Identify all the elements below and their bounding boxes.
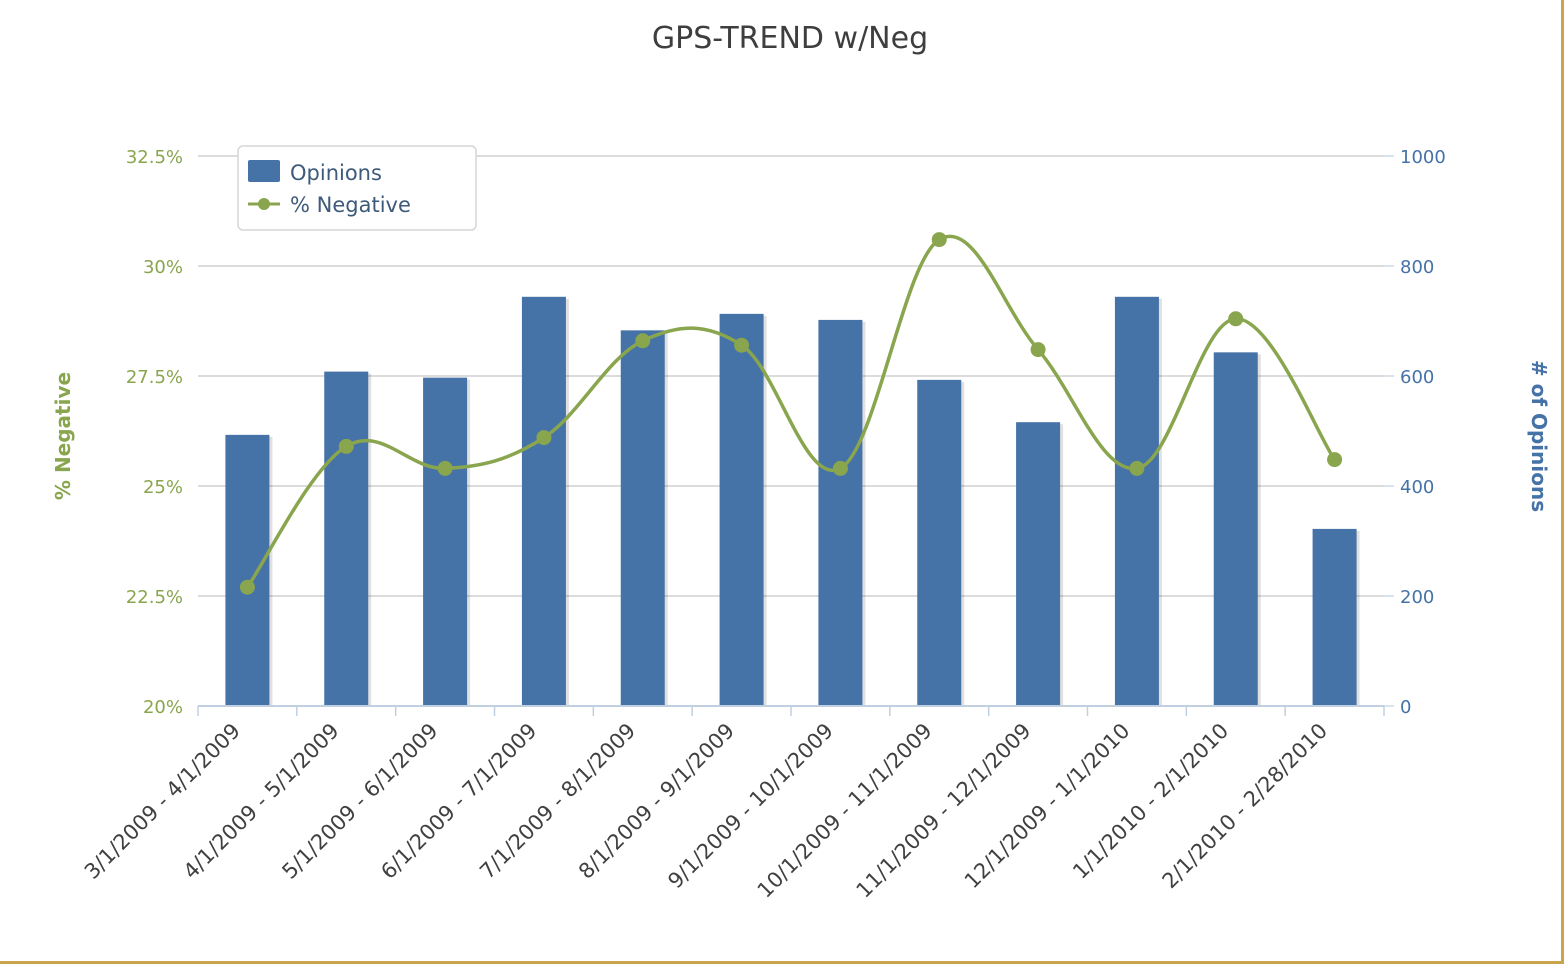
line-point xyxy=(239,579,255,595)
bar xyxy=(620,330,665,706)
y-left-tick-label: 22.5% xyxy=(126,587,183,608)
x-tick-label: 11/1/2009 - 12/1/2009 xyxy=(852,719,1036,903)
y-left-tick-label: 20% xyxy=(143,697,183,718)
bar xyxy=(423,377,468,706)
bar xyxy=(225,434,270,706)
legend-opinions-swatch xyxy=(248,160,280,182)
bar xyxy=(1114,296,1159,706)
y-right-tick-label: 800 xyxy=(1400,257,1434,278)
negative-line-path xyxy=(245,234,1337,589)
y-left-axis-label: % Negative xyxy=(51,372,75,500)
y-right-tick-label: 0 xyxy=(1400,697,1411,718)
line-point xyxy=(734,337,750,353)
y-right-tick-label: 600 xyxy=(1400,367,1434,388)
x-tick-label: 12/1/2009 - 1/1/2010 xyxy=(960,719,1135,894)
line-point xyxy=(437,460,453,476)
line-series-negative xyxy=(239,232,1343,595)
bar-series-opinions xyxy=(225,296,1360,706)
y-left-tick-label: 32.5% xyxy=(126,147,183,168)
legend-box xyxy=(237,145,477,231)
bar xyxy=(917,379,962,706)
line-point xyxy=(832,460,848,476)
bar xyxy=(818,319,863,706)
y-left-tick-label: 27.5% xyxy=(126,367,183,388)
bar xyxy=(324,371,369,706)
y-right-tick-label: 400 xyxy=(1400,477,1434,498)
line-point xyxy=(338,438,354,454)
x-tick-label: 2/1/2010 - 2/28/2010 xyxy=(1158,719,1333,894)
line-point xyxy=(1030,342,1046,358)
x-tick-label: 9/1/2009 - 10/1/2009 xyxy=(663,719,838,894)
legend-opinions-label[interactable]: Opinions xyxy=(290,161,382,185)
line-point xyxy=(931,232,947,248)
legend: Opinions % Negative xyxy=(237,145,477,231)
bar xyxy=(1016,422,1061,706)
chart-title: GPS-TREND w/Neg xyxy=(652,21,928,56)
x-tick-label: 10/1/2009 - 11/1/2009 xyxy=(753,719,937,903)
bar xyxy=(719,313,764,706)
line-point xyxy=(1327,452,1343,468)
y-right-tick-label: 200 xyxy=(1400,587,1434,608)
bar xyxy=(521,296,566,706)
bar xyxy=(1213,352,1258,706)
line-point xyxy=(1129,460,1145,476)
legend-negative-marker xyxy=(258,198,270,210)
y-left-tick-label: 25% xyxy=(143,477,183,498)
line-point xyxy=(1228,311,1244,327)
legend-negative-label[interactable]: % Negative xyxy=(290,193,411,217)
bar xyxy=(1312,528,1357,706)
line-point xyxy=(635,333,651,349)
line-point xyxy=(536,430,552,446)
y-right-axis-label: # of Opinions xyxy=(1527,360,1551,512)
y-right-tick-label: 1000 xyxy=(1400,147,1446,168)
y-left-tick-label: 30% xyxy=(143,257,183,278)
